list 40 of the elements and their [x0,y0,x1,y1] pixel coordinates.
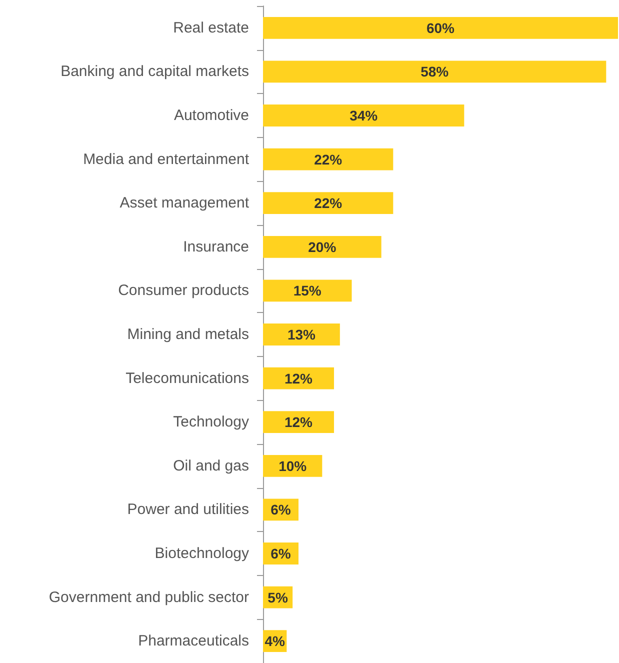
y-tick-label: Telecomunications [126,370,249,387]
data-label: 34% [350,108,378,124]
y-tick-label: Automotive [174,107,249,124]
data-label: 12% [284,370,314,386]
data-label: 4% [264,633,286,650]
data-label: 12% [284,414,314,430]
bar [263,367,334,390]
bar [263,16,618,39]
data-label: 20% [308,238,337,255]
data-label: 6% [270,546,292,562]
data-label: 22% [314,151,343,168]
bar [263,104,464,126]
y-tick-label: Pharmaceuticals [138,632,249,650]
y-tick-label: Mining and metals [127,326,249,343]
data-label: 6% [270,502,292,518]
y-tick-label: Insurance [183,238,249,256]
data-label: 58% [420,64,450,80]
data-label: 5% [268,589,288,606]
y-tick-label: Banking and capital markets [60,63,249,80]
data-label: 60% [426,20,456,36]
y-tick-label: Technology [173,414,250,431]
bar [263,148,394,170]
bar [263,411,334,434]
data-label: 15% [293,282,322,299]
y-tick-label: Media and entertainment [83,150,250,168]
bar [263,192,394,214]
y-tick-label: Power and utilities [127,501,249,518]
bar [263,324,340,346]
y-tick-label: Government and public sector [48,588,249,606]
y-tick-label: Asset management [120,194,250,212]
y-tick-label: Consumer products [118,282,249,300]
y-tick-label: Oil and gas [173,457,249,474]
y-tick-label: Real estate [173,19,249,36]
y-tick-label: Biotechnology [154,545,250,562]
bar [263,280,352,302]
data-label: 13% [287,326,316,342]
bar [263,60,606,83]
data-label: 10% [278,458,308,474]
bar [263,236,382,258]
data-label: 22% [314,195,343,212]
